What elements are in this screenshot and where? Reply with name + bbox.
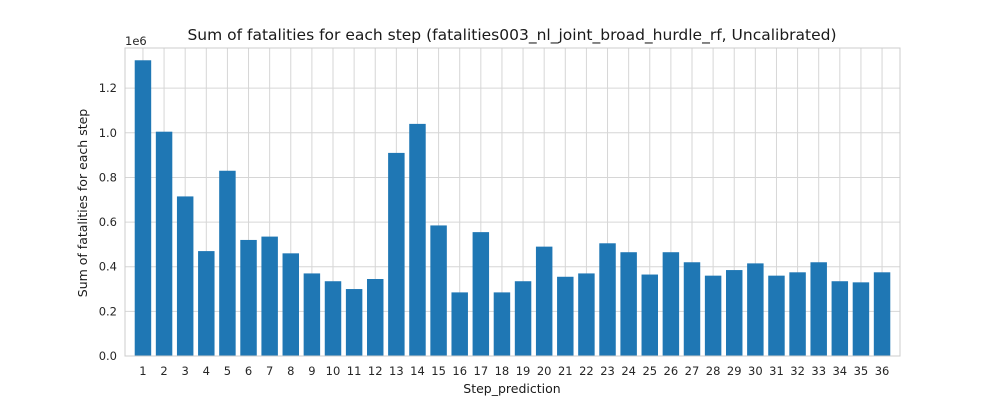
x-tick-label: 20 [537, 364, 552, 378]
bar [430, 225, 447, 356]
y-tick-label: 0.6 [99, 215, 117, 229]
bar [324, 281, 342, 356]
bar [261, 236, 278, 356]
bar [683, 262, 701, 356]
bar [282, 253, 300, 356]
x-tick-label: 29 [727, 364, 742, 378]
bar [409, 123, 426, 356]
x-tick-label: 10 [326, 364, 341, 378]
x-tick-label: 34 [832, 364, 847, 378]
y-tick-label: 0.4 [99, 260, 117, 274]
bar [240, 239, 257, 356]
x-tick-label: 22 [579, 364, 594, 378]
x-tick-label: 32 [790, 364, 805, 378]
bar [620, 252, 637, 356]
x-tick-label: 25 [642, 364, 657, 378]
bar [345, 289, 363, 356]
bar [725, 270, 743, 356]
bar [134, 60, 152, 357]
x-tick-label: 11 [347, 364, 362, 378]
x-tick-label: 35 [854, 364, 869, 378]
bar [303, 273, 321, 356]
bar [176, 196, 194, 356]
y-tick-label: 1.0 [99, 126, 117, 140]
x-tick-label: 5 [224, 364, 231, 378]
y-tick-label: 0.0 [99, 349, 117, 363]
chart-title: Sum of fatalities for each step (fatalit… [187, 26, 836, 45]
bar [810, 262, 827, 356]
bar [472, 232, 490, 356]
bar [747, 263, 764, 356]
bar [367, 279, 384, 356]
y-axis-label: Sum of fatalities for each step [75, 109, 90, 298]
bar [831, 281, 849, 356]
bar [852, 282, 870, 356]
bars [134, 60, 891, 357]
x-tick-label: 12 [368, 364, 383, 378]
y-tick-label: 1.2 [99, 81, 117, 95]
bar [493, 292, 511, 356]
bar [599, 243, 616, 356]
bar [198, 251, 215, 356]
x-tick-label: 17 [474, 364, 489, 378]
x-tick-label: 16 [452, 364, 467, 378]
x-tick-label: 14 [410, 364, 425, 378]
y-tick-label: 0.8 [99, 170, 117, 184]
x-tick-label: 7 [266, 364, 273, 378]
x-tick-label: 8 [287, 364, 294, 378]
x-tick-label: 33 [811, 364, 826, 378]
bar [641, 274, 658, 356]
y-tick-label: 0.2 [99, 304, 117, 318]
x-tick-label: 36 [875, 364, 890, 378]
x-tick-label: 1 [139, 364, 146, 378]
bar [514, 281, 532, 356]
y-axis-ticks: 0.0 0.2 0.4 0.6 0.8 1.0 1.2 [99, 81, 117, 363]
bar [768, 275, 785, 356]
bar [557, 276, 574, 356]
x-tick-label: 13 [389, 364, 404, 378]
bar [155, 131, 173, 356]
bar [535, 246, 553, 356]
bar [388, 152, 405, 356]
x-tick-label: 27 [685, 364, 700, 378]
y-offset-label: 1e6 [125, 34, 147, 48]
x-tick-label: 21 [558, 364, 573, 378]
x-tick-label: 19 [516, 364, 531, 378]
bar [451, 292, 468, 356]
x-tick-label: 6 [245, 364, 252, 378]
x-tick-label: 3 [182, 364, 189, 378]
x-tick-label: 9 [308, 364, 315, 378]
x-tick-label: 26 [664, 364, 679, 378]
bar [704, 275, 722, 356]
bar [219, 170, 236, 356]
x-tick-label: 15 [431, 364, 446, 378]
bar [873, 272, 891, 356]
x-tick-label: 18 [495, 364, 510, 378]
bar [789, 272, 806, 356]
x-tick-label: 31 [769, 364, 784, 378]
x-axis-ticks: 1 2 3 4 5 6 7 8 9 10 11 12 13 14 15 16 17 18 19 20 21 22 23 24 2… [139, 364, 889, 378]
x-tick-label: 28 [706, 364, 721, 378]
bar [578, 273, 595, 356]
x-tick-label: 4 [203, 364, 210, 378]
x-tick-label: 24 [621, 364, 636, 378]
x-axis-label: Step_prediction [463, 381, 560, 396]
x-tick-label: 30 [748, 364, 763, 378]
bar [662, 252, 680, 356]
x-tick-label: 2 [160, 364, 167, 378]
x-tick-label: 23 [600, 364, 615, 378]
plot-frame [124, 47, 901, 357]
